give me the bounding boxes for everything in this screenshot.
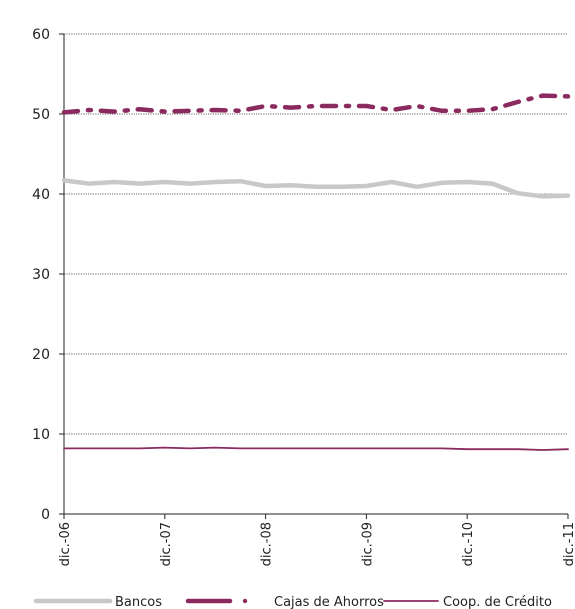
series-line-1 — [61, 178, 571, 199]
x-tick-label: dic.-10 — [461, 522, 476, 566]
x-axis: dic.-06 dic.-07 dic.-08 dic.-09 dic.-10 dic.-… — [58, 513, 575, 566]
legend-swatch-dot — [242, 598, 248, 604]
y-tick-label: 40 — [32, 187, 50, 203]
plot-area — [61, 93, 571, 451]
y-tick-label: 0 — [41, 507, 50, 523]
y-tick-label: 10 — [32, 427, 50, 443]
legend: Bancos Cajas de Ahorros Coop. de Crédito — [33, 595, 552, 609]
y-tick-label: 30 — [32, 267, 50, 283]
x-tick-label: dic.-07 — [159, 522, 174, 566]
x-tick-label: dic.-11 — [562, 522, 575, 566]
y-tick-label: 60 — [32, 27, 50, 43]
gridlines — [64, 33, 568, 435]
legend-label: Bancos — [115, 595, 162, 609]
series-line-3 — [63, 446, 569, 451]
y-tick-label: 50 — [32, 107, 50, 123]
series-line-2 — [61, 93, 571, 115]
y-tick-label: 20 — [32, 347, 50, 363]
legend-label: Coop. de Crédito — [443, 595, 552, 609]
legend-label: Cajas de Ahorros — [274, 595, 384, 609]
x-tick-label: dic.-06 — [58, 522, 73, 566]
y-axis: 0 10 20 30 40 50 60 — [32, 27, 65, 523]
x-tick-label: dic.-08 — [260, 522, 275, 566]
x-tick-label: dic.-09 — [360, 522, 375, 566]
